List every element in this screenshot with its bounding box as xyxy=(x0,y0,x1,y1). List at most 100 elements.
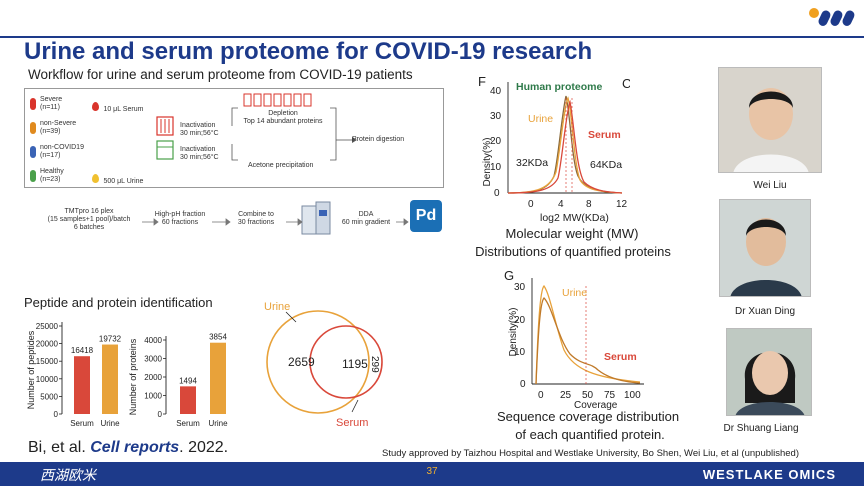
tmt-batches: 6 batches xyxy=(73,224,105,232)
hph-detail: 60 fractions xyxy=(161,219,199,227)
y-tick-label: 10000 xyxy=(36,375,59,384)
inactivation-urine: Inactivation 30 min;56°C xyxy=(180,146,219,162)
patient-groups: Severe (n=11) non-Severe (n=39) non-COVI… xyxy=(30,96,84,192)
slide-title: Urine and serum proteome for COVID-19 re… xyxy=(24,38,593,65)
x-category-label: Serum xyxy=(176,419,200,428)
group-label: Healthy xyxy=(40,168,64,175)
group-non-covid: non-COVID19 (n=17) xyxy=(30,144,84,168)
mw-xtick-4: 4 xyxy=(558,199,564,210)
depletion-columns-icon xyxy=(243,93,312,107)
digestion-step: Protein digestion xyxy=(352,136,405,143)
serum-volume: 10 μL Serum xyxy=(103,106,144,113)
group-label: non-COVID19 xyxy=(40,144,84,151)
cov-xtick-0: 0 xyxy=(538,390,544,401)
urine-volume: 500 μL Urine xyxy=(103,178,144,185)
depletion-step: Depletion Top 14 abundant proteins xyxy=(238,110,328,126)
person-silhouette-icon xyxy=(719,68,821,172)
x-category-label: Urine xyxy=(208,419,228,428)
hph-step: High-pH fraction 60 fractions xyxy=(150,211,210,227)
person-silhouette-icon xyxy=(720,200,810,296)
mw-ytick-0: 0 xyxy=(494,188,500,199)
mw-xtick-8: 8 xyxy=(586,199,592,210)
x-category-label: Serum xyxy=(70,419,94,428)
cov-xtick-100: 100 xyxy=(624,390,641,401)
tmt-detail: (15 samples+1 pool)/batch xyxy=(47,216,131,224)
depletion-label: Depletion xyxy=(268,110,298,117)
tube-rack-icon xyxy=(156,116,174,160)
workflow-box xyxy=(24,88,444,188)
cov-ytick-30: 30 xyxy=(514,282,526,293)
serum-circle xyxy=(309,325,383,399)
y-axis-label: Number of proteins xyxy=(128,338,138,415)
x-category-label: Urine xyxy=(100,419,120,428)
cov-caption-2: of each quantified protein. xyxy=(515,427,665,442)
combine-step: Combine to 30 fractions xyxy=(228,211,284,227)
y-tick-label: 5000 xyxy=(40,392,58,401)
cov-ylabel: Density(%) xyxy=(508,308,519,357)
mw-ytick-40: 40 xyxy=(490,86,502,97)
y-tick-label: 3000 xyxy=(144,355,162,364)
urine-circle xyxy=(266,310,370,414)
depletion-detail: Top 14 abundant proteins xyxy=(243,118,323,126)
hph-label: High-pH fraction xyxy=(154,211,206,218)
cov-urine-label: Urine xyxy=(562,287,587,299)
cov-serum-curve xyxy=(535,297,641,385)
photo-shuang-liang xyxy=(726,328,812,416)
footer-bar xyxy=(0,462,864,486)
serum-curve xyxy=(507,99,623,194)
venn-diagram: Urine Serum 2659 1195 299 xyxy=(264,301,383,429)
inactivation-serum: Inactivation 30 min;56°C xyxy=(180,122,219,138)
inactivation-label: Inactivation xyxy=(180,122,216,129)
venn-serum-label: Serum xyxy=(336,417,368,429)
workflow-brackets xyxy=(231,107,357,161)
venn-overlap: 1195 xyxy=(342,357,368,371)
mw-caption-1: Molecular weight (MW) xyxy=(505,226,639,241)
combine-label: Combine to xyxy=(238,211,274,218)
dda-detail: 60 min gradient xyxy=(341,219,391,227)
person-icon xyxy=(30,122,36,134)
person-silhouette-icon xyxy=(727,329,811,415)
venn-urine-label: Urine xyxy=(264,301,290,313)
group-count: (n=11) xyxy=(40,104,60,112)
inactivation-cond: 30 min;56°C xyxy=(180,130,219,138)
study-note: Study approved by Taizhou Hospital and W… xyxy=(382,448,800,459)
mw-caption-2: Distributions of quantified proteins xyxy=(475,244,671,259)
legend-box xyxy=(510,78,606,94)
identification-title: Peptide and protein identification xyxy=(24,295,213,310)
y-tick-label: 2000 xyxy=(144,373,162,382)
bar-urine xyxy=(210,342,226,414)
protein-bar-chart: 0 1000 2000 3000 4000 Number of proteins 1494 S… xyxy=(128,333,228,428)
person-name-wei-liu: Wei Liu xyxy=(753,180,787,191)
acetone-step: Acetone precipitation xyxy=(248,162,314,169)
combine-detail: 30 fractions xyxy=(237,219,275,227)
mw-serum-label: Serum xyxy=(588,129,621,141)
y-tick-label: 0 xyxy=(54,410,59,419)
cov-ytick-0: 0 xyxy=(520,379,526,390)
cov-ytick-20: 20 xyxy=(514,315,526,326)
dda-step: DDA 60 min gradient xyxy=(338,211,394,227)
cov-xlabel: Coverage xyxy=(574,400,618,410)
footer-calligraphy-logo: 西湖欧米 xyxy=(40,468,96,484)
bar-urine xyxy=(102,344,118,414)
inactivation-label: Inactivation xyxy=(180,146,216,153)
header-rule xyxy=(0,36,864,38)
group-label: Severe xyxy=(40,96,63,103)
mw-32kda-label: 32KDa xyxy=(516,157,548,169)
bar-serum xyxy=(180,386,196,414)
person-name-xuan-ding: Dr Xuan Ding xyxy=(734,306,796,317)
y-tick-label: 1000 xyxy=(144,392,162,401)
bar-value-label: 19732 xyxy=(99,335,122,344)
group-label: non-Severe xyxy=(40,120,77,127)
venn-serum-only: 299 xyxy=(369,356,380,373)
group-non-severe: non-Severe (n=39) xyxy=(30,120,84,144)
mw-density-chart: F C Human proteome 0 10 20 30 40 0 4 8 1… xyxy=(478,74,630,224)
urine-curve xyxy=(507,96,623,194)
serum-sample: 10 μL Serum xyxy=(92,98,143,116)
mw-ytick-20: 20 xyxy=(490,136,502,147)
photo-xuan-ding xyxy=(719,199,811,297)
cov-xtick-75: 75 xyxy=(604,390,616,401)
y-tick-label: 15000 xyxy=(36,357,59,366)
bar-serum xyxy=(74,356,90,414)
group-severe: Severe (n=11) xyxy=(30,96,84,120)
cov-urine-curve xyxy=(535,285,641,385)
